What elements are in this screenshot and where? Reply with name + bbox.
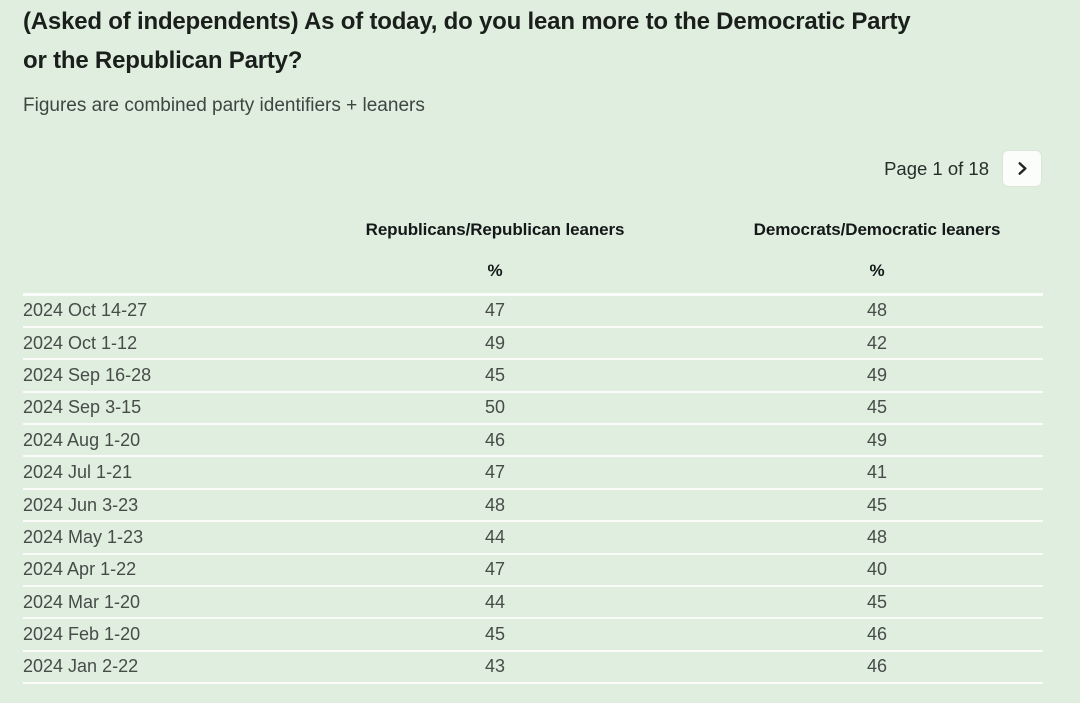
democrats-value-cell: 45 [711, 391, 1043, 426]
poll-date-cell: 2024 Sep 16-28 [23, 359, 279, 393]
chevron-right-icon [1015, 161, 1030, 176]
page-title-line-2: or the Republican Party? [23, 47, 303, 74]
republicans-value-cell: 47 [279, 456, 711, 490]
republicans-column-header: Republicans/Republican leaners [365, 220, 625, 239]
poll-date-cell: 2024 Apr 1-22 [23, 553, 279, 588]
poll-date-cell: 2024 Aug 1-20 [23, 424, 279, 458]
poll-date-cell: 2024 Jan 2-22 [23, 650, 279, 685]
republicans-value-cell: 44 [279, 521, 711, 555]
table-row: 2024 Jun 3-23 48 45 [23, 488, 1043, 523]
table-row: 2024 Jan 2-22 43 46 [23, 650, 1043, 685]
pagination: Page 1 of 18 [23, 150, 1042, 187]
table-row: 2024 Sep 16-28 45 49 [23, 359, 1043, 393]
democrats-value-cell: 48 [711, 521, 1043, 555]
republicans-value-cell: 47 [279, 553, 711, 588]
next-page-button[interactable] [1002, 150, 1042, 187]
poll-date-cell: 2024 Oct 14-27 [23, 294, 279, 328]
poll-date-cell: 2024 May 1-23 [23, 521, 279, 555]
republicans-value-cell: 47 [279, 294, 711, 328]
table-row: 2024 Mar 1-20 44 45 [23, 586, 1043, 620]
republicans-value-cell: 45 [279, 618, 711, 652]
unit-header-empty [23, 261, 279, 296]
table-row: 2024 May 1-23 44 48 [23, 521, 1043, 555]
republicans-value-cell: 44 [279, 586, 711, 620]
table-row: 2024 Aug 1-20 46 49 [23, 424, 1043, 458]
table-row: 2024 Oct 14-27 47 48 [23, 294, 1043, 328]
republicans-unit-header: % [279, 261, 711, 296]
poll-date-cell: 2024 Jul 1-21 [23, 456, 279, 490]
poll-results-table: Republicans/Republican leaners Democrats… [23, 220, 1043, 685]
table-row: 2024 Sep 3-15 50 45 [23, 391, 1043, 426]
poll-date-cell: 2024 Feb 1-20 [23, 618, 279, 652]
democrats-value-cell: 48 [711, 294, 1043, 328]
democrats-value-cell: 42 [711, 326, 1043, 361]
republicans-value-cell: 45 [279, 359, 711, 393]
page-indicator: Page 1 of 18 [884, 157, 989, 179]
democrats-value-cell: 45 [711, 488, 1043, 523]
poll-question-panel: (Asked of independents) As of today, do … [23, 2, 1043, 685]
republicans-value-cell: 48 [279, 488, 711, 523]
republicans-value-cell: 46 [279, 424, 711, 458]
republicans-value-cell: 50 [279, 391, 711, 426]
democrats-value-cell: 45 [711, 586, 1043, 620]
subtitle: Figures are combined party identifiers +… [23, 95, 425, 116]
table-row: 2024 Feb 1-20 45 46 [23, 618, 1043, 652]
democrats-value-cell: 49 [711, 424, 1043, 458]
column-header-row: Republicans/Republican leaners Democrats… [23, 220, 1043, 261]
democrats-value-cell: 46 [711, 650, 1043, 685]
page-title-line-1: (Asked of independents) As of today, do … [23, 8, 911, 35]
democrats-value-cell: 41 [711, 456, 1043, 490]
poll-date-cell: 2024 Jun 3-23 [23, 488, 279, 523]
democrats-value-cell: 49 [711, 359, 1043, 393]
poll-date-cell: 2024 Oct 1-12 [23, 326, 279, 361]
republicans-value-cell: 49 [279, 326, 711, 361]
page-title: (Asked of independents) As of today, do … [23, 2, 1042, 80]
table-row: 2024 Oct 1-12 49 42 [23, 326, 1043, 361]
poll-date-cell: 2024 Sep 3-15 [23, 391, 279, 426]
democrats-unit-header: % [711, 261, 1043, 296]
republicans-value-cell: 43 [279, 650, 711, 685]
date-column-header [23, 220, 279, 261]
democrats-value-cell: 40 [711, 553, 1043, 588]
table-row: 2024 Apr 1-22 47 40 [23, 553, 1043, 588]
poll-date-cell: 2024 Mar 1-20 [23, 586, 279, 620]
table-row: 2024 Jul 1-21 47 41 [23, 456, 1043, 490]
democrats-column-header: Democrats/Democratic leaners [753, 220, 1001, 239]
table-body: 2024 Oct 14-27 47 48 2024 Oct 1-12 49 42… [23, 294, 1043, 685]
unit-header-row: % % [23, 261, 1043, 296]
democrats-value-cell: 46 [711, 618, 1043, 652]
